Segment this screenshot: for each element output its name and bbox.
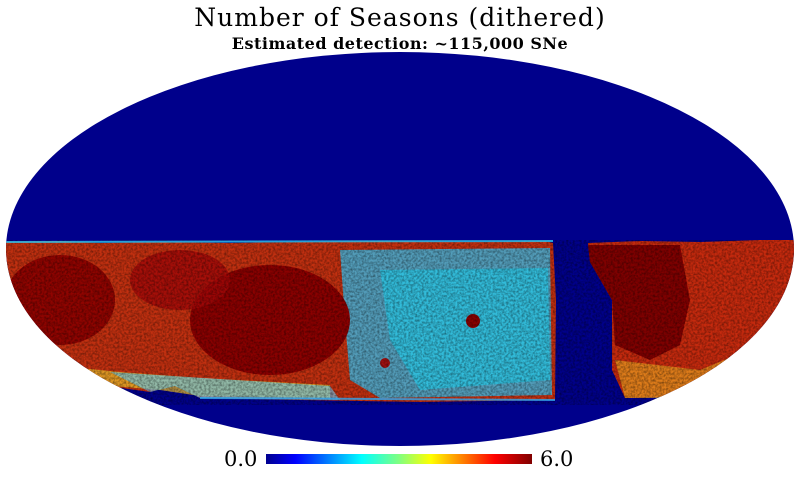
- chart-subtitle: Estimated detection: ~115,000 SNe: [231, 34, 569, 53]
- colorbar-min-label: 0.0: [224, 447, 258, 471]
- survey-top-edge: [6, 240, 554, 243]
- map-body: [6, 52, 794, 446]
- colorbar-max-label: 6.0: [540, 447, 574, 471]
- survey-texture: [6, 240, 794, 405]
- survey-bottom-edge: [199, 397, 556, 401]
- colorbar: [266, 454, 532, 464]
- chart-title: Number of Seasons (dithered): [194, 3, 606, 32]
